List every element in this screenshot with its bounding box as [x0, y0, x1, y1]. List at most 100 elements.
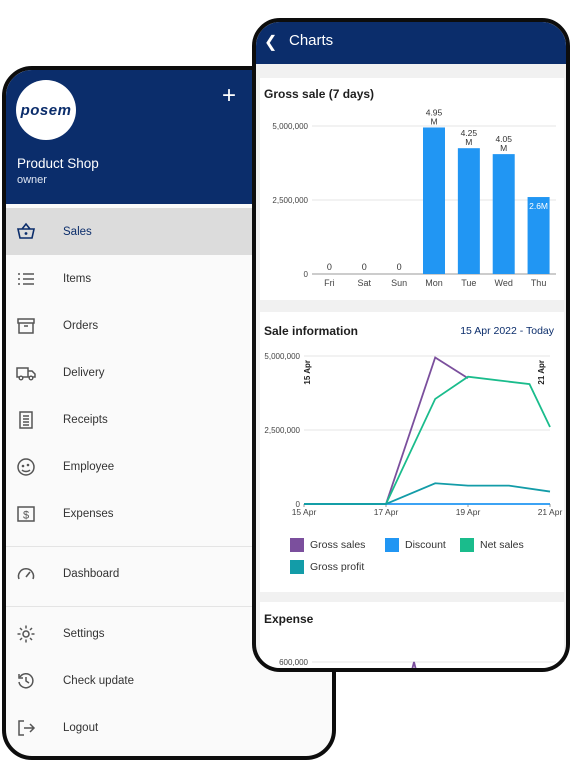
legend-swatch	[385, 538, 399, 552]
menu-label: Dashboard	[63, 567, 120, 580]
menu-label: Logout	[63, 721, 99, 734]
y-tick-label: 5,000,000	[264, 352, 300, 361]
add-button[interactable]: +	[221, 82, 236, 109]
receipt-icon	[19, 410, 33, 429]
expense-line-chart: 600,000	[279, 658, 556, 668]
x-tick-label: 15 Apr	[292, 507, 317, 517]
marker-label: 21 Apr	[537, 360, 546, 385]
menu-label: Items	[63, 272, 92, 285]
legend-swatch	[290, 560, 304, 574]
menu-item-check-update[interactable]: Check update	[6, 657, 332, 704]
svg-text:$: $	[23, 509, 29, 521]
marker-label: 15 Apr	[303, 360, 312, 385]
bar	[492, 154, 515, 274]
logout-icon	[18, 719, 36, 736]
top-app-bar: ❮ Charts	[256, 22, 566, 64]
divider	[6, 606, 332, 607]
menu-item-expenses[interactable]: $ Expenses	[6, 490, 332, 537]
x-tick-label: Sat	[358, 278, 372, 288]
dollar-icon: $	[17, 505, 35, 522]
x-tick-label: Fri	[324, 278, 335, 288]
basket-icon	[17, 222, 35, 239]
gross-sale-card: Gross sale (7 days) 0 2,500,000 5,000,000 F…	[260, 78, 564, 300]
logo-text: posem	[20, 101, 72, 119]
legend-discount[interactable]: Discount	[385, 538, 446, 552]
y-tick-label: 2,500,000	[264, 426, 300, 435]
data-label: 4.25 M	[461, 128, 478, 147]
sale-information-card: Sale information 15 Apr 2022 - Today 0 2,…	[260, 312, 564, 592]
x-tick-label: 19 Apr	[456, 507, 481, 517]
x-tick-label: Tue	[461, 278, 476, 288]
x-tick-label: Mon	[425, 278, 443, 288]
y-tick-label: 2,500,000	[272, 196, 308, 205]
gear-icon	[17, 625, 35, 642]
series-line	[304, 356, 469, 505]
y-tick-label: 0	[304, 270, 309, 279]
legend-swatch	[290, 538, 304, 552]
app-logo: posem	[16, 80, 76, 140]
series-line	[304, 375, 551, 505]
legend-gross-sales[interactable]: Gross sales	[290, 538, 365, 552]
menu-item-employee[interactable]: Employee	[6, 443, 332, 490]
sale-information-title: Sale information	[264, 324, 359, 338]
back-arrow-icon[interactable]: ❮	[264, 34, 278, 51]
history-icon	[18, 672, 34, 688]
expense-title: Expense	[264, 612, 314, 626]
menu-item-settings[interactable]: Settings	[6, 610, 332, 657]
data-label: 4.05 M	[495, 134, 512, 153]
menu-item-orders[interactable]: Orders	[6, 302, 332, 349]
bar	[527, 197, 550, 274]
gross-sale-title: Gross sale (7 days)	[264, 87, 375, 101]
menu-label: Delivery	[63, 366, 105, 379]
divider	[6, 546, 332, 547]
legend-label: Discount	[405, 539, 446, 551]
menu-item-logout[interactable]: Logout	[6, 704, 332, 751]
menu-label: Settings	[63, 627, 105, 640]
list-icon	[18, 272, 34, 285]
x-tick-label: Thu	[531, 278, 547, 288]
x-tick-label: 17 Apr	[374, 507, 399, 517]
y-tick-label: 5,000,000	[272, 122, 308, 131]
legend-swatch	[460, 538, 474, 552]
gross-sale-bar-chart: 0 2,500,000 5,000,000 Fri 0 Sat 0 Sun 0 Mon 4.95 M T…	[272, 107, 556, 288]
data-label: 0	[362, 262, 367, 272]
data-label: 2.6M	[529, 201, 548, 211]
screen-title: Charts	[289, 32, 334, 49]
data-label: 4.95 M	[426, 107, 443, 126]
x-tick-label: 21 Apr	[538, 507, 563, 517]
menu-item-delivery[interactable]: Delivery	[6, 349, 332, 396]
series-line	[411, 661, 417, 668]
employee-icon	[17, 457, 35, 476]
shop-name: Product Shop	[17, 156, 99, 171]
menu-label: Check update	[63, 674, 134, 687]
x-tick-label: Sun	[391, 278, 407, 288]
speedometer-icon	[17, 567, 35, 579]
menu-item-receipts[interactable]: Receipts	[6, 396, 332, 443]
bar	[423, 127, 445, 274]
series-line	[304, 482, 551, 505]
menu-label: Receipts	[63, 413, 108, 426]
legend-net-sales[interactable]: Net sales	[460, 538, 524, 552]
bar	[457, 148, 480, 274]
menu-label: Expenses	[63, 507, 114, 520]
y-tick-label: 600,000	[279, 658, 308, 667]
date-range[interactable]: 15 Apr 2022 - Today	[460, 325, 554, 337]
menu-item-items[interactable]: Items	[6, 255, 332, 302]
menu-label: Orders	[63, 319, 99, 332]
x-tick-label: Wed	[495, 278, 513, 288]
archive-icon	[17, 317, 35, 334]
shop-role: owner	[17, 174, 47, 186]
expense-card: Expense 600,000	[260, 602, 564, 668]
legend-gross-profit[interactable]: Gross profit	[290, 560, 364, 574]
menu-label: Employee	[63, 460, 115, 473]
y-tick-label: 0	[296, 500, 301, 509]
menu-label: Sales	[63, 225, 92, 238]
truck-icon	[16, 366, 36, 380]
data-label: 0	[327, 262, 332, 272]
charts-phone: ❮ Charts Gross sale (7 days) 0 2,500,000 5…	[252, 18, 570, 672]
legend-label: Gross sales	[310, 539, 366, 551]
legend-label: Net sales	[480, 539, 524, 551]
data-label: 0	[397, 262, 402, 272]
menu-item-dashboard[interactable]: Dashboard	[6, 550, 332, 597]
